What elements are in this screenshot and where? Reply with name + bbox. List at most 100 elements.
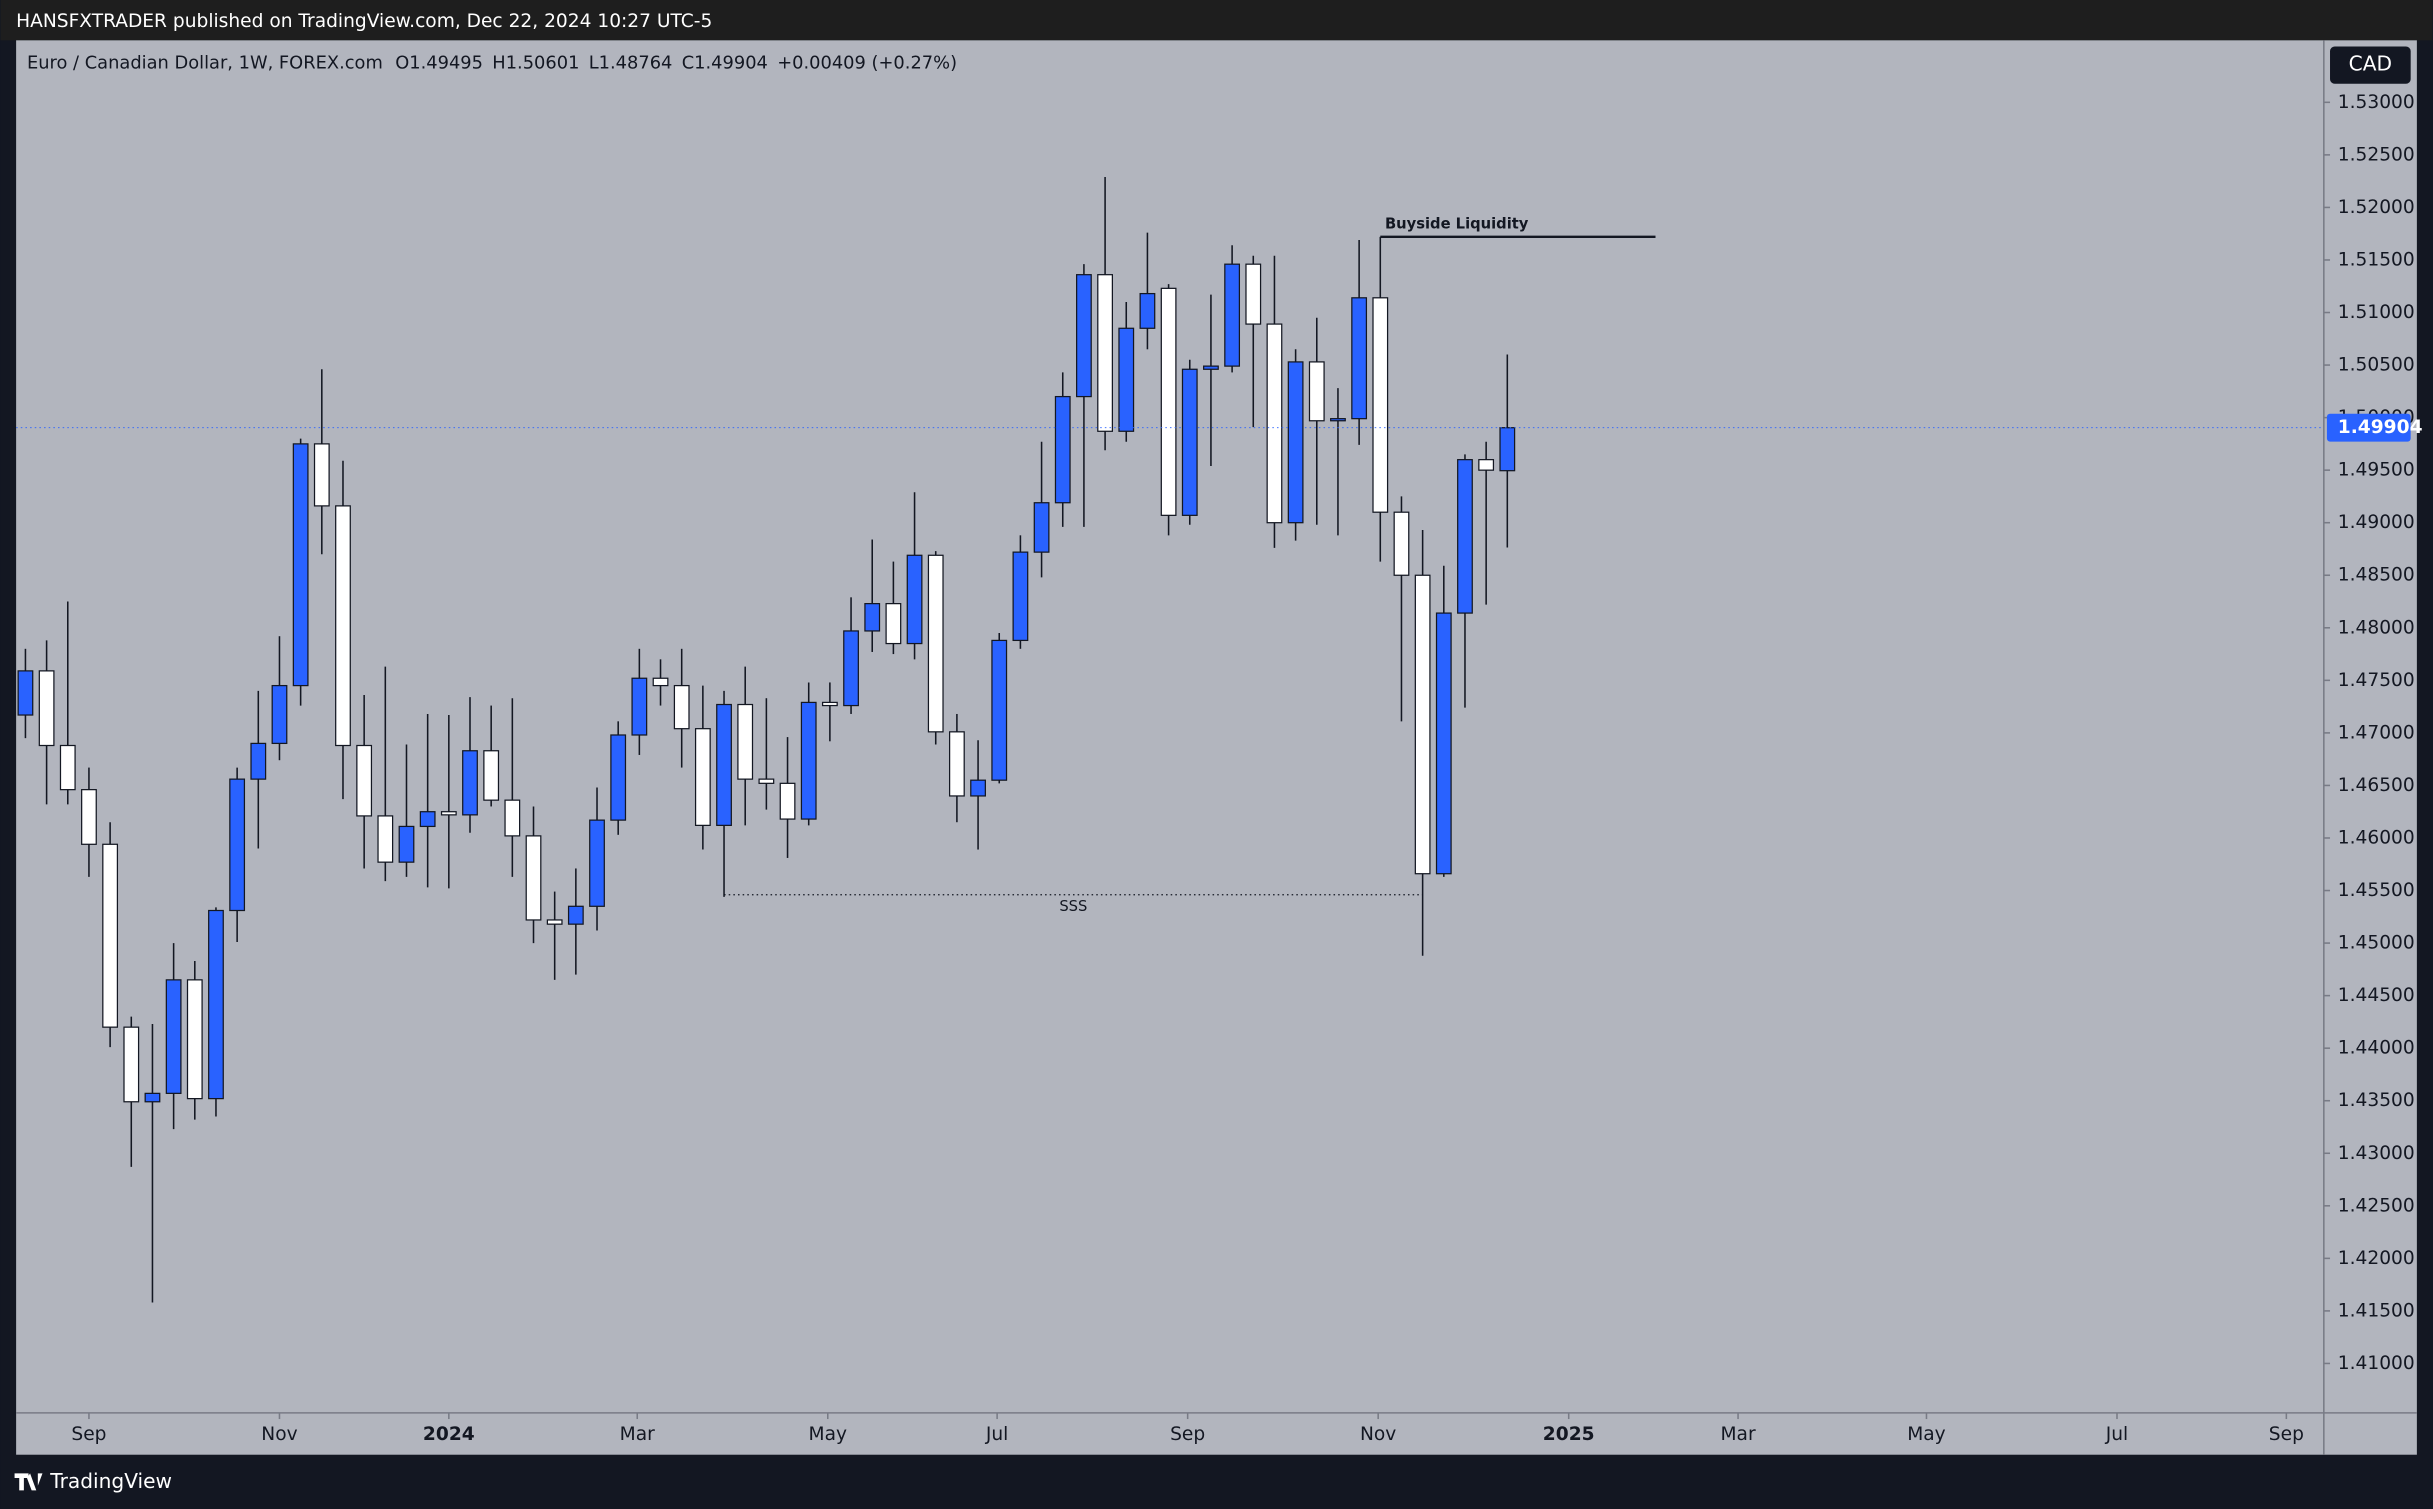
y-tick-label: 1.47500 (2338, 670, 2415, 691)
y-tick-label: 1.44000 (2338, 1038, 2415, 1059)
currency-box[interactable] (2330, 46, 2411, 84)
y-tick-label: 1.49500 (2338, 460, 2415, 481)
y-tick-label: 1.43500 (2338, 1090, 2415, 1111)
candle-body (165, 979, 182, 1094)
candle-body (525, 835, 542, 921)
candle-body (779, 782, 796, 820)
candle-body (1478, 459, 1495, 471)
brand: TradingView (49, 1469, 172, 1493)
candle-body (1118, 327, 1135, 432)
candle-body (927, 554, 944, 733)
candle-body (38, 670, 55, 747)
candle-body (716, 703, 732, 826)
candle-body (144, 1092, 161, 1103)
candle-body (652, 677, 669, 687)
candle-body (356, 744, 373, 817)
candle-body (335, 505, 351, 747)
x-tick-label: 2024 (423, 1424, 475, 1445)
candle-body (1097, 274, 1113, 432)
candle-body (81, 789, 97, 845)
ohlc: H1.50601 (492, 53, 579, 74)
candle-body (377, 815, 394, 863)
candle-body (1033, 502, 1050, 553)
y-tick-label: 1.51000 (2338, 302, 2415, 323)
candle-body (208, 909, 224, 1100)
currency[interactable]: CAD (2349, 52, 2392, 76)
candle-body (1245, 263, 1262, 325)
candle-body (589, 819, 605, 907)
y-tick-label: 1.52000 (2338, 197, 2415, 218)
candle-body (1160, 287, 1177, 516)
legend: Euro / Canadian Dollar, 1W, FOREX.com O1.… (27, 53, 957, 74)
candle-body (1076, 274, 1092, 398)
candle-body (737, 703, 754, 780)
candle-body (102, 843, 119, 1028)
y-tick-label: 1.45000 (2338, 933, 2415, 954)
candle-body (313, 443, 330, 507)
y-tick-label: 1.44500 (2338, 985, 2415, 1006)
candle-body (1372, 297, 1389, 513)
y-tick-label: 1.42500 (2338, 1195, 2415, 1216)
plot: 1.41000 1.41500 1.42000 1.42500 1.43000 1.435… (16, 92, 2423, 1445)
candle-body (1499, 427, 1516, 472)
x-tick-label: Jul (985, 1424, 1008, 1445)
candle-body (567, 905, 584, 925)
candle-body (1181, 368, 1198, 516)
change: +0.00409 (+0.27%) (777, 53, 957, 74)
candle-body (229, 778, 246, 912)
candle-body (1266, 323, 1283, 524)
candle-body (1139, 292, 1156, 329)
ohlc: L1.48764 (589, 53, 673, 74)
candle-body (17, 670, 34, 716)
candle-body (906, 554, 923, 645)
ohlc: C1.49904 (682, 53, 768, 74)
candle-body (1457, 459, 1473, 614)
candle-body (948, 731, 965, 797)
candle-body (843, 630, 859, 707)
brand-logo (14, 1473, 43, 1491)
top-bar (0, 0, 2433, 41)
candle-body (250, 742, 267, 780)
y-tick-label: 1.41000 (2338, 1353, 2415, 1374)
y-tick-label: 1.42000 (2338, 1248, 2415, 1269)
x-tick-label: May (1907, 1424, 1945, 1445)
candle-body (821, 701, 838, 707)
publisher: HANSFXTRADER published on TradingView.co… (16, 11, 712, 32)
plot-background (16, 40, 2417, 1455)
symbol: Euro / Canadian Dollar, 1W, FOREX.com (27, 53, 383, 74)
y-tick-label: 1.43000 (2338, 1143, 2415, 1164)
candle-body (292, 443, 309, 687)
y-tick-label: 1.48500 (2338, 565, 2415, 586)
x-tick-label: Sep (1170, 1424, 1205, 1445)
candle-body (271, 684, 288, 745)
price-tag (2326, 413, 2411, 442)
y-tick-label: 1.52500 (2338, 144, 2415, 165)
x-tick-label: Mar (1720, 1424, 1755, 1445)
candle-body (1414, 574, 1431, 875)
candle-body (991, 639, 1008, 781)
candle-body (419, 811, 436, 828)
candle-body (398, 825, 415, 863)
x-tick-label: May (809, 1424, 847, 1445)
candle-body (1308, 361, 1325, 422)
candle-body (970, 779, 986, 797)
x-tick-label: 2025 (1543, 1424, 1595, 1445)
candle-body (546, 919, 563, 925)
y-tick-label: 1.50500 (2338, 355, 2415, 376)
y-tick-label: 1.53000 (2338, 92, 2415, 113)
y-tick-label: 1.46500 (2338, 775, 2415, 796)
ohlc: O1.49495 (395, 53, 483, 74)
y-tick-label: 1.47000 (2338, 722, 2415, 743)
candle-body (59, 744, 76, 791)
candle-body (864, 603, 881, 632)
candle-body (673, 684, 690, 730)
x-tick-label: Sep (71, 1424, 106, 1445)
candle-body (694, 728, 711, 826)
candle-body (610, 734, 627, 821)
candle-body (483, 750, 500, 801)
x-tick-label: Nov (1360, 1424, 1396, 1445)
candle-body (186, 979, 203, 1100)
candle-body (1351, 297, 1368, 420)
candle-body (1287, 361, 1304, 524)
